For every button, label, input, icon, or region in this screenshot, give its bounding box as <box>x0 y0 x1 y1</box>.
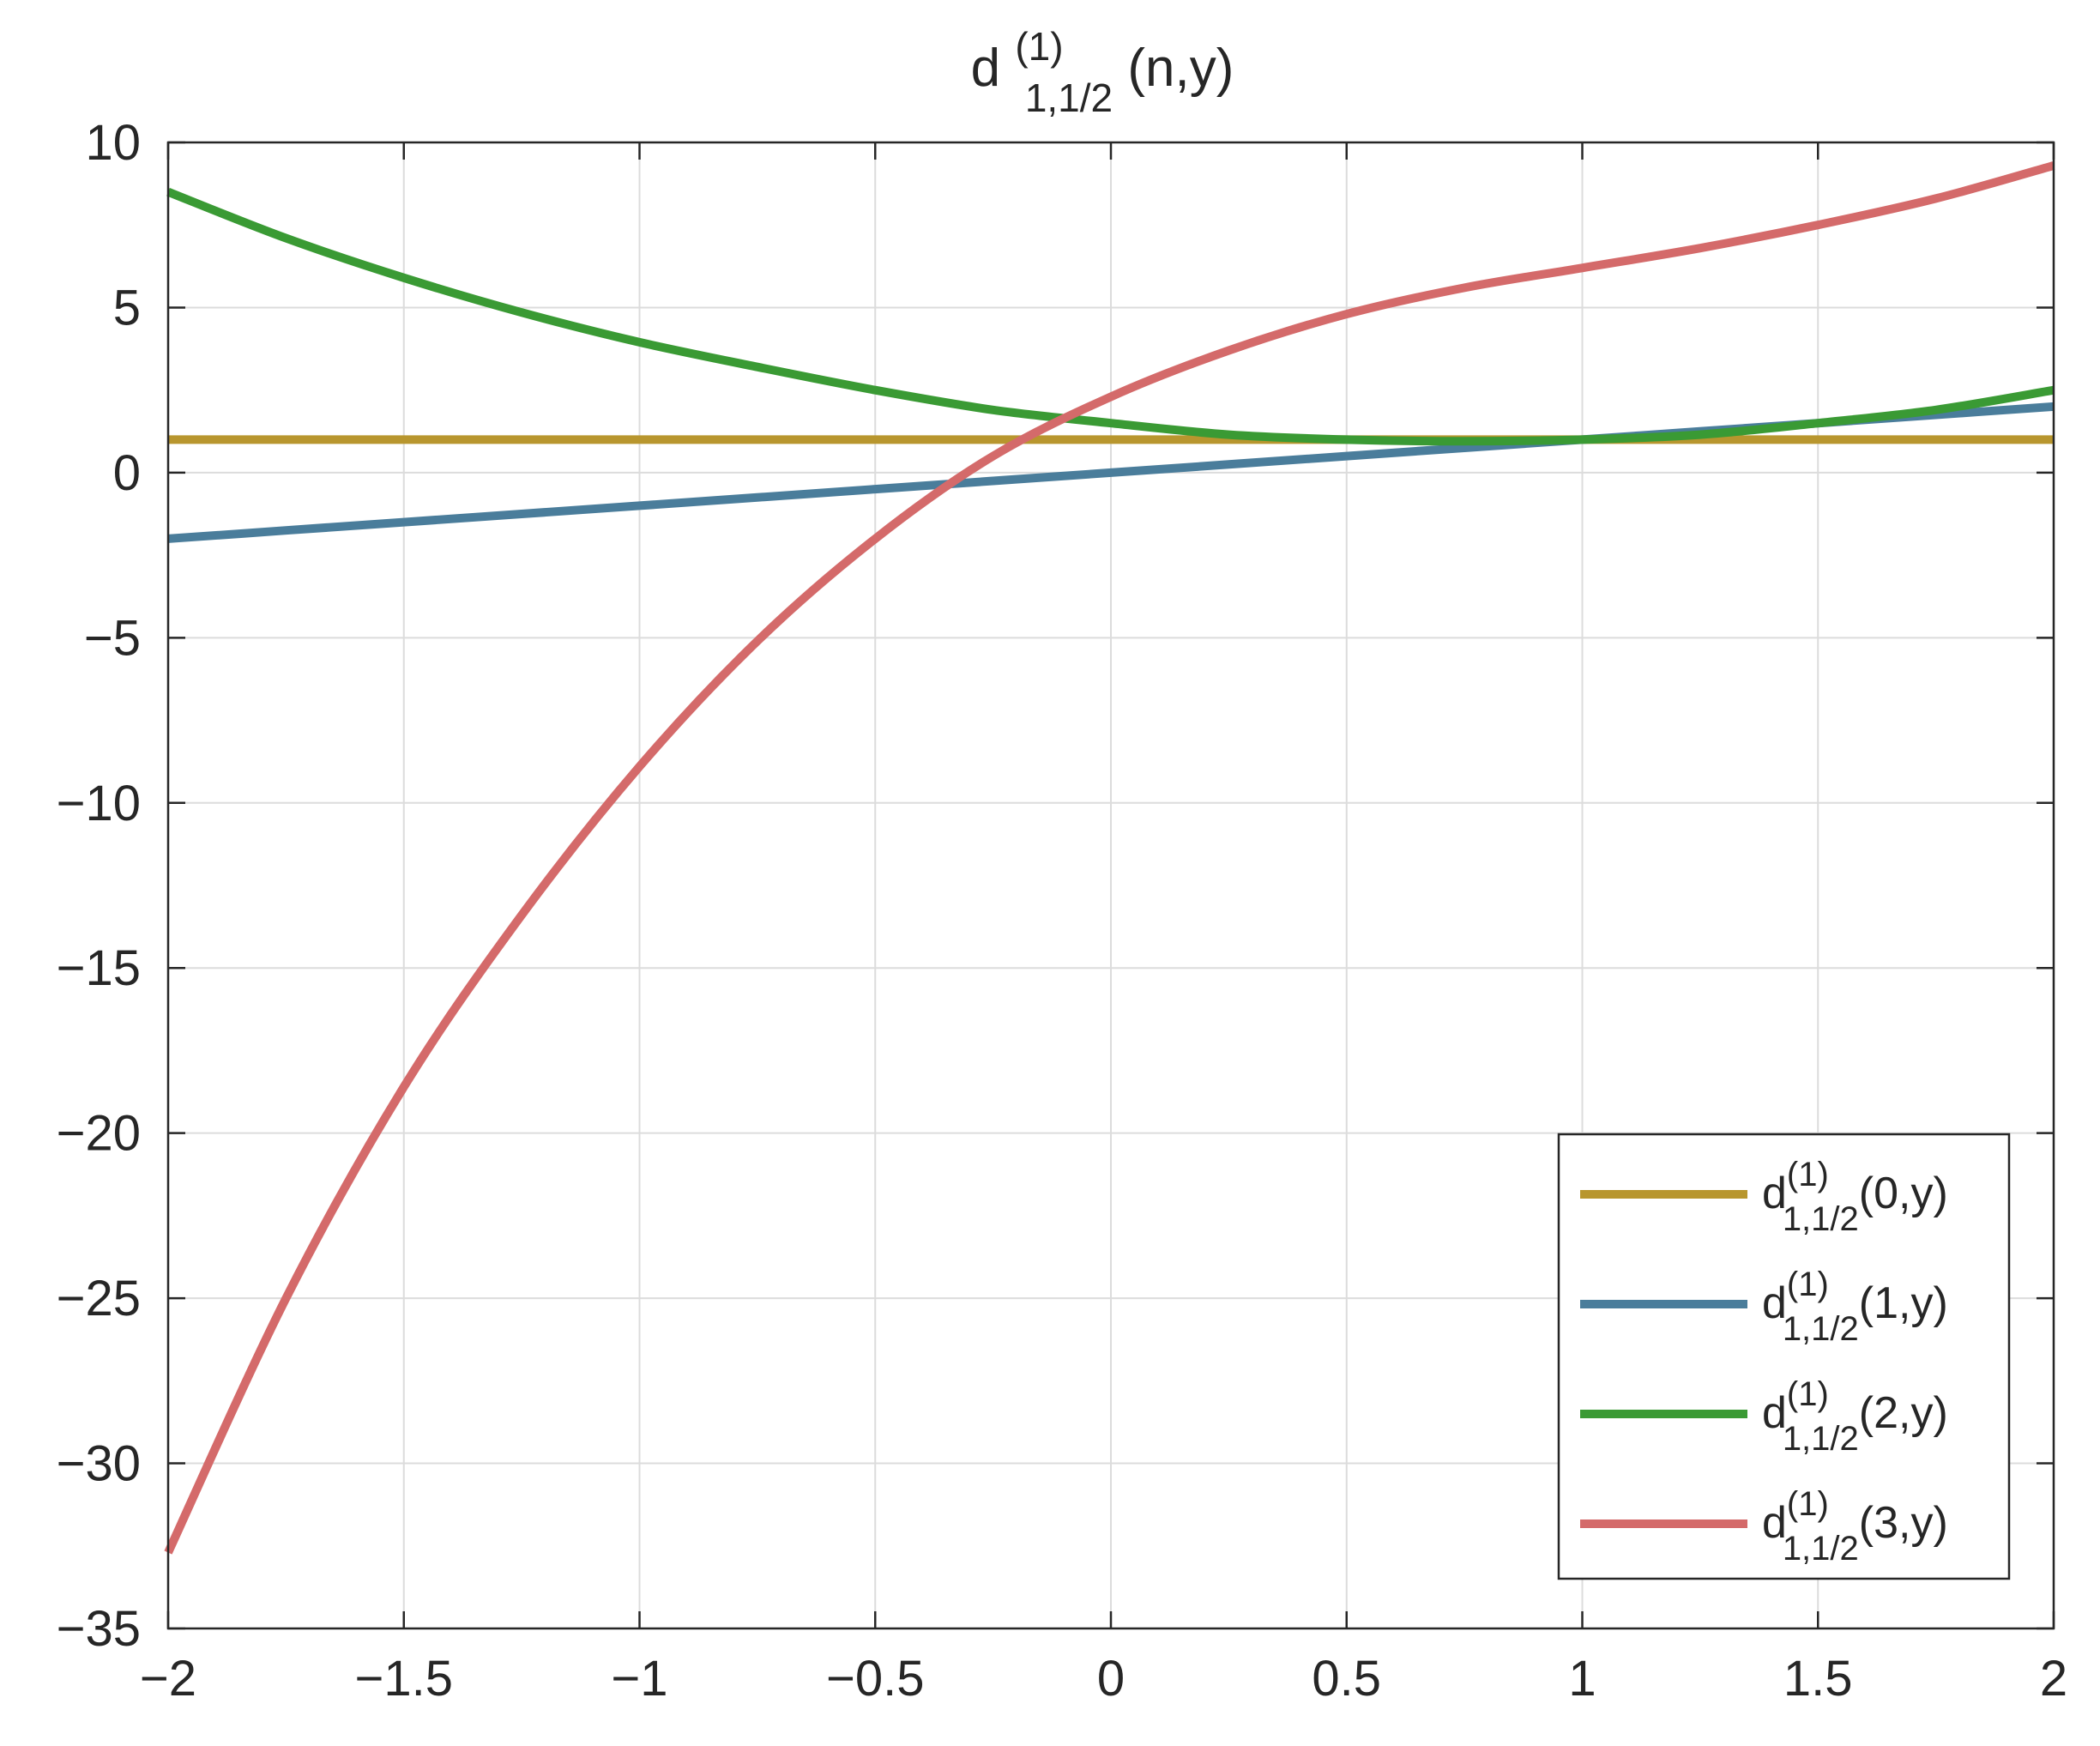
legend-superscript-0: (1) <box>1787 1156 1829 1193</box>
x-tick-label-6: 1 <box>1568 1651 1596 1707</box>
legend-suffix-1: (1,y) <box>1859 1278 1948 1328</box>
y-tick-label-1: 5 <box>113 280 141 335</box>
y-tick-label-2: 0 <box>113 445 141 501</box>
series-line-3 <box>164 161 2055 1555</box>
legend-base-2: d <box>1762 1388 1787 1438</box>
title-suffix: (n,y) <box>1127 39 1234 98</box>
legend-superscript-3: (1) <box>1787 1485 1829 1523</box>
legend-label-2: d(1) 1,1/2(2,y) <box>1762 1375 1948 1458</box>
x-tick-label-5: 0.5 <box>1312 1651 1381 1707</box>
legend-subscript-0: 1,1/2 <box>1783 1200 1859 1238</box>
legend-label-0: d(1) 1,1/2(0,y) <box>1762 1156 1948 1238</box>
series-line-2 <box>166 188 2055 446</box>
title-subscript: 1,1/2 <box>1025 76 1113 120</box>
legend-subscript-3: 1,1/2 <box>1783 1530 1859 1568</box>
x-tick-label-0: −2 <box>140 1651 196 1707</box>
x-tick-label-8: 2 <box>2040 1651 2067 1707</box>
y-tick-label-9: −35 <box>57 1601 141 1657</box>
legend-label-3: d(1) 1,1/2(3,y) <box>1762 1485 1948 1568</box>
chart-title: d (1) 1,1/2 (n,y) <box>971 13 1234 124</box>
legend-subscript-2: 1,1/2 <box>1783 1420 1859 1458</box>
x-tick-label-4: 0 <box>1097 1651 1125 1707</box>
y-tick-label-6: −20 <box>57 1106 141 1162</box>
legend-label-1: d(1) 1,1/2(1,y) <box>1762 1266 1948 1348</box>
series-lines <box>164 161 2055 1555</box>
legend: d(1) 1,1/2(0,y)d(1) 1,1/2(1,y)d(1) 1,1/2(2,… <box>1557 1133 2011 1580</box>
legend-base-0: d <box>1762 1169 1787 1218</box>
legend-suffix-3: (3,y) <box>1859 1498 1948 1548</box>
legend-subscript-1: 1,1/2 <box>1783 1310 1859 1348</box>
axis-ticks: −2 −1.5 −1 −0.5 0 0.5 1 1.5 2 10 5 0 −5 −10 −15 −20 −25 −… <box>57 115 2068 1707</box>
legend-suffix-2: (2,y) <box>1859 1388 1948 1438</box>
x-tick-label-7: 1.5 <box>1783 1651 1853 1707</box>
y-tick-label-0: 10 <box>85 115 141 171</box>
legend-superscript-1: (1) <box>1787 1266 1829 1303</box>
legend-base-3: d <box>1762 1498 1787 1548</box>
title-base: d <box>971 39 1000 98</box>
x-tick-label-2: −1 <box>611 1651 667 1707</box>
legend-superscript-2: (1) <box>1787 1375 1829 1413</box>
y-tick-label-3: −5 <box>84 610 141 666</box>
y-tick-label-4: −10 <box>57 776 141 831</box>
x-tick-label-3: −0.5 <box>826 1651 925 1707</box>
legend-base-1: d <box>1762 1278 1787 1328</box>
title-superscript: (1) <box>1015 24 1063 69</box>
legend-box <box>1557 1133 2011 1580</box>
y-tick-label-8: −30 <box>57 1436 141 1492</box>
x-tick-label-1: −1.5 <box>355 1651 454 1707</box>
legend-suffix-0: (0,y) <box>1859 1169 1948 1218</box>
y-tick-label-5: −15 <box>57 940 141 996</box>
chart-title-group: d (1) 1,1/2 (n,y) <box>971 13 1234 124</box>
y-tick-label-7: −25 <box>57 1271 141 1326</box>
